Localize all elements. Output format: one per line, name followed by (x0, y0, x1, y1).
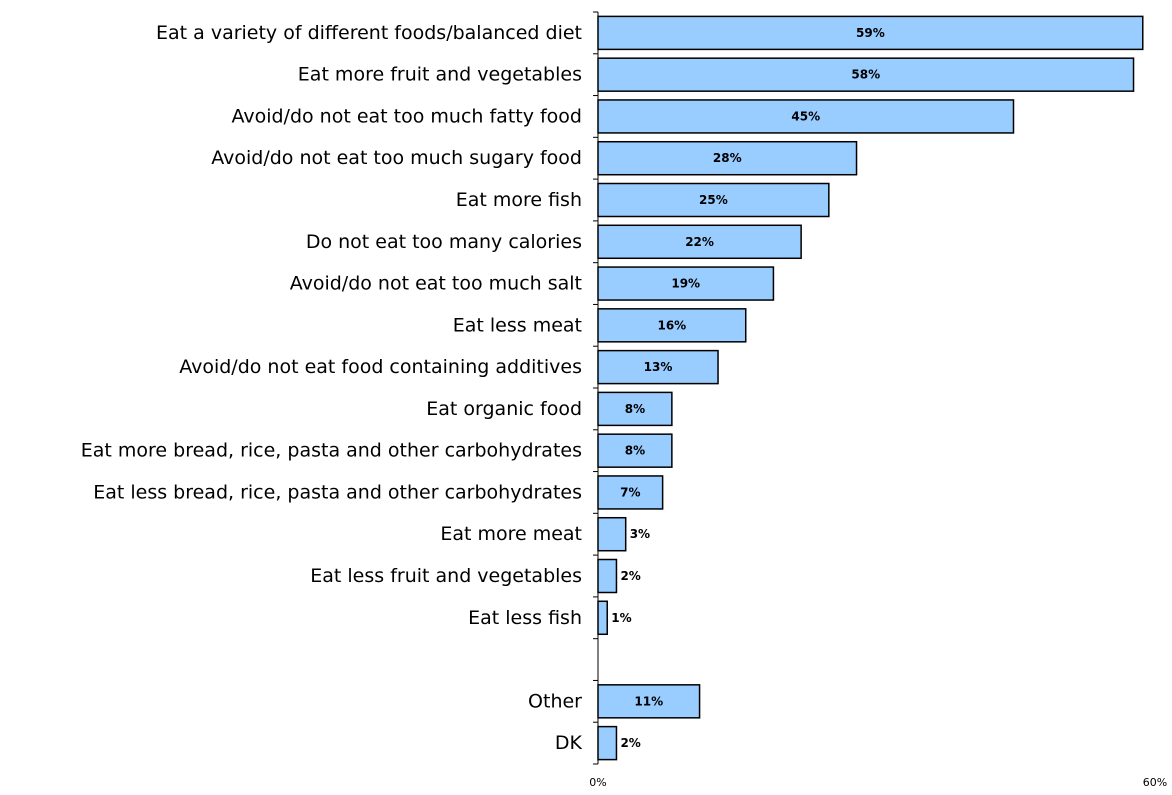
data-label: 59% (856, 26, 885, 40)
bar (597, 15, 1144, 51)
data-label: 7% (620, 485, 640, 499)
data-label: 8% (625, 402, 645, 416)
category-label: Eat more meat (440, 523, 582, 545)
data-label: 8% (625, 444, 645, 458)
data-label: 28% (713, 151, 742, 165)
bar (597, 349, 719, 385)
data-label: 1% (611, 611, 631, 625)
data-label: 45% (791, 109, 820, 123)
bar (597, 391, 673, 427)
category-label: Eat less fruit and vegetables (310, 565, 582, 587)
category-label: Eat less bread, rice, pasta and other ca… (93, 481, 582, 503)
data-label: 2% (620, 736, 640, 750)
data-label: 11% (634, 694, 663, 708)
category-label: Eat more fish (456, 189, 582, 211)
x-tick-label: 0% (589, 776, 606, 789)
category-label: Other (528, 690, 582, 712)
category-label: Eat more fruit and vegetables (298, 64, 582, 86)
bar (597, 266, 775, 301)
bar (597, 57, 1135, 92)
x-tick-label: 60% (1143, 776, 1167, 789)
data-label: 13% (644, 360, 673, 374)
bar (597, 182, 830, 218)
bar (597, 140, 858, 176)
bar (597, 725, 618, 761)
category-label: Eat organic food (426, 398, 582, 420)
category-label: Avoid/do not eat too much sugary food (211, 147, 582, 169)
data-label: 3% (630, 527, 650, 541)
data-label: 58% (851, 68, 880, 82)
category-label: Eat less fish (468, 607, 582, 629)
bar (597, 475, 664, 510)
bar (597, 516, 627, 552)
data-label: 2% (620, 569, 640, 583)
bar (597, 558, 618, 594)
bar (597, 224, 802, 260)
category-label: Avoid/do not eat too much salt (290, 273, 582, 295)
bar (597, 99, 1015, 134)
category-label: Avoid/do not eat food containing additiv… (179, 356, 582, 378)
category-label: Eat less meat (453, 314, 582, 336)
data-label: 25% (699, 193, 728, 207)
category-label: Eat more bread, rice, pasta and other ca… (81, 440, 582, 462)
category-label: DK (555, 732, 583, 754)
bar (597, 433, 673, 468)
data-label: 19% (671, 277, 700, 291)
category-label: Eat a variety of different foods/balance… (156, 22, 582, 44)
data-label: 22% (685, 235, 714, 249)
category-label: Do not eat too many calories (306, 231, 582, 253)
category-label: Avoid/do not eat too much fatty food (231, 105, 582, 127)
data-label: 16% (657, 318, 686, 332)
bar (597, 308, 747, 343)
bar (597, 600, 608, 636)
bar (597, 684, 701, 719)
